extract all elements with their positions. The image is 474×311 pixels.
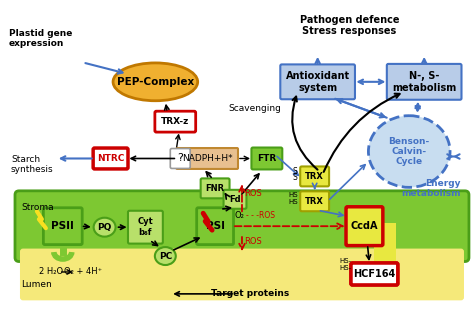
Text: O₂ + 4H⁺: O₂ + 4H⁺ — [64, 267, 102, 276]
Text: FTR: FTR — [257, 154, 276, 163]
FancyBboxPatch shape — [353, 265, 396, 283]
Text: S: S — [293, 174, 298, 182]
Text: S: S — [293, 167, 298, 176]
Text: PSII: PSII — [51, 221, 74, 231]
Text: Lumen: Lumen — [21, 281, 52, 290]
Text: TRX-z: TRX-z — [161, 117, 190, 126]
FancyBboxPatch shape — [93, 148, 128, 169]
FancyBboxPatch shape — [176, 148, 238, 169]
FancyBboxPatch shape — [251, 147, 283, 169]
FancyBboxPatch shape — [346, 207, 383, 246]
FancyBboxPatch shape — [351, 263, 398, 285]
Text: CcdA: CcdA — [351, 221, 378, 231]
Ellipse shape — [155, 247, 176, 265]
FancyBboxPatch shape — [155, 111, 196, 132]
FancyBboxPatch shape — [20, 248, 464, 300]
FancyBboxPatch shape — [128, 211, 163, 244]
Text: Pathogen defence
Stress responses: Pathogen defence Stress responses — [300, 15, 399, 36]
FancyBboxPatch shape — [374, 223, 396, 283]
Text: PC: PC — [159, 252, 172, 261]
Text: Benson-
Calvin-
Cycle: Benson- Calvin- Cycle — [389, 137, 430, 166]
Text: PSI: PSI — [206, 221, 225, 231]
Text: N-, S-
metabolism: N-, S- metabolism — [392, 71, 456, 93]
Text: PEP-Complex: PEP-Complex — [117, 77, 194, 87]
Text: Antioxidant
system: Antioxidant system — [285, 71, 350, 93]
Ellipse shape — [94, 218, 116, 237]
Text: Energy
metabolism: Energy metabolism — [401, 179, 461, 198]
Text: NTRC: NTRC — [97, 154, 124, 163]
Text: HS: HS — [289, 192, 299, 198]
Text: ROS: ROS — [244, 189, 262, 198]
FancyBboxPatch shape — [300, 166, 329, 186]
FancyBboxPatch shape — [387, 64, 462, 100]
FancyBboxPatch shape — [197, 208, 234, 244]
Text: PQ: PQ — [97, 223, 112, 232]
Text: NADPH+H*: NADPH+H* — [182, 154, 232, 163]
Text: FNR: FNR — [206, 184, 225, 193]
Text: Cyt
b₆f: Cyt b₆f — [137, 217, 153, 237]
FancyBboxPatch shape — [351, 263, 398, 285]
Text: Scavenging: Scavenging — [228, 104, 282, 113]
FancyBboxPatch shape — [1, 1, 473, 197]
FancyBboxPatch shape — [170, 149, 190, 169]
FancyBboxPatch shape — [15, 191, 469, 262]
Text: Stroma: Stroma — [21, 203, 54, 212]
Text: HS-
HS-: HS- HS- — [339, 258, 352, 271]
Text: ?: ? — [177, 154, 183, 164]
Text: - - -ROS: - - -ROS — [246, 211, 275, 220]
FancyBboxPatch shape — [224, 190, 246, 209]
Text: HCF164: HCF164 — [353, 269, 395, 279]
Text: Target proteins: Target proteins — [211, 289, 289, 298]
Text: HCF164: HCF164 — [353, 269, 395, 279]
FancyBboxPatch shape — [280, 64, 355, 99]
FancyBboxPatch shape — [201, 179, 229, 198]
Text: 2 H₂O: 2 H₂O — [39, 267, 63, 276]
Text: ROS: ROS — [244, 237, 262, 246]
FancyBboxPatch shape — [43, 208, 82, 244]
Text: HS: HS — [289, 199, 299, 205]
FancyBboxPatch shape — [300, 191, 329, 211]
Text: Plastid gene
expression: Plastid gene expression — [9, 29, 73, 48]
Text: Starch
synthesis: Starch synthesis — [11, 155, 54, 174]
Ellipse shape — [113, 63, 198, 101]
Text: O₂: O₂ — [234, 211, 244, 220]
Text: Fd: Fd — [229, 195, 241, 204]
Text: TRX: TRX — [305, 197, 324, 206]
Text: TRX: TRX — [305, 172, 324, 181]
Ellipse shape — [368, 116, 450, 187]
